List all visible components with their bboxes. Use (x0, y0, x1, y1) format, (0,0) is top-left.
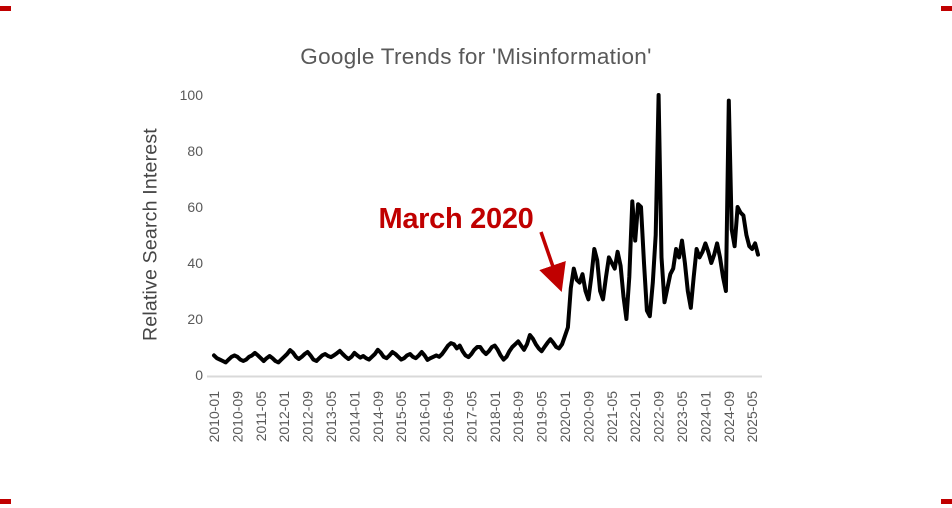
x-tick-label: 2025-05 (744, 391, 760, 443)
corner-mark-bottom-right (941, 499, 952, 504)
y-axis-tick-labels: 0 20 40 60 80 100 (180, 87, 204, 383)
corner-mark-top-right (941, 6, 952, 11)
x-tick-label: 2016-09 (440, 391, 456, 443)
x-axis-tick-labels: 2010-01 2010-09 2011-05 2012-01 2012-09 2013-… (206, 391, 760, 443)
x-tick-label: 2014-09 (370, 391, 386, 443)
corner-mark-top-left (0, 6, 11, 11)
x-tick-label: 2018-09 (510, 391, 526, 443)
x-tick-label: 2022-01 (627, 391, 643, 443)
x-tick-label: 2014-01 (346, 391, 362, 443)
x-tick-label: 2010-01 (206, 391, 222, 443)
x-tick-label: 2012-09 (300, 391, 316, 443)
x-tick-label: 2015-05 (393, 391, 409, 443)
annotation-label: March 2020 (378, 203, 534, 235)
x-tick-label: 2020-09 (580, 391, 596, 443)
x-tick-label: 2020-01 (557, 391, 573, 443)
annotation-arrow-icon (539, 231, 566, 292)
y-tick-label: 20 (187, 311, 203, 327)
x-tick-label: 2013-05 (323, 391, 339, 443)
x-tick-label: 2012-01 (276, 391, 292, 443)
x-tick-label: 2022-09 (651, 391, 667, 443)
x-tick-label: 2024-01 (697, 391, 713, 443)
x-tick-label: 2021-05 (604, 391, 620, 443)
x-tick-label: 2016-01 (417, 391, 433, 443)
y-tick-label: 100 (180, 87, 204, 103)
x-tick-label: 2024-09 (721, 391, 737, 443)
y-tick-label: 80 (187, 143, 203, 159)
y-tick-label: 60 (187, 199, 203, 215)
x-tick-label: 2023-05 (674, 391, 690, 443)
data-series-line (212, 93, 760, 365)
chart-title: Google Trends for 'Misinformation' (300, 44, 652, 69)
y-tick-label: 40 (187, 255, 203, 271)
x-tick-label: 2017-05 (463, 391, 479, 443)
x-tick-label: 2010-09 (229, 391, 245, 443)
y-axis-label: Relative Search Interest (139, 128, 162, 342)
y-tick-label: 0 (195, 367, 203, 383)
x-tick-label: 2018-01 (487, 391, 503, 443)
corner-mark-bottom-left (0, 499, 11, 504)
x-tick-label: 2011-05 (253, 391, 269, 442)
x-tick-label: 2019-05 (534, 391, 550, 443)
